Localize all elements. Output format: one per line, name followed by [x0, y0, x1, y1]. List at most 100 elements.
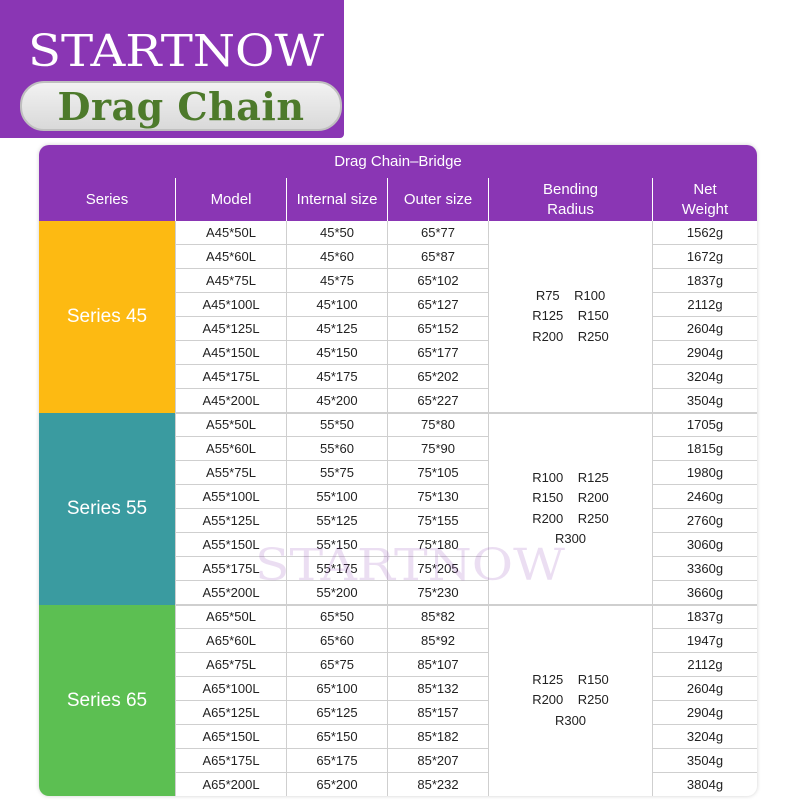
model-cell: A55*50L: [175, 413, 286, 437]
outer-size-cell: 85*107: [387, 653, 488, 677]
model-cell: A45*125L: [175, 317, 286, 341]
internal-size-cell: 65*60: [286, 629, 387, 653]
model-cell: A45*200L: [175, 389, 286, 413]
model-cell: A55*75L: [175, 461, 286, 485]
logo-text: STARTNOW: [28, 26, 325, 77]
bending-radius-cell: R75 R100 R125 R150 R200 R250: [488, 221, 652, 413]
header-bending-radius: Bending Radius: [488, 178, 652, 221]
net-weight-cell: 3360g: [652, 557, 757, 581]
internal-size-cell: 65*200: [286, 773, 387, 796]
internal-size-cell: 65*150: [286, 725, 387, 749]
net-weight-cell: 2904g: [652, 701, 757, 725]
bending-radius-line: R200 R250: [532, 692, 609, 708]
outer-size-cell: 65*87: [387, 245, 488, 269]
bending-radius-line: R300: [554, 531, 587, 546]
model-cell: A55*100L: [175, 485, 286, 509]
model-cell: A65*100L: [175, 677, 286, 701]
outer-size-cell: 85*182: [387, 725, 488, 749]
outer-size-cell: 85*232: [387, 773, 488, 796]
model-cell: A55*125L: [175, 509, 286, 533]
outer-size-cell: 65*127: [387, 293, 488, 317]
internal-size-cell: 55*150: [286, 533, 387, 557]
model-cell: A45*175L: [175, 365, 286, 389]
bending-radius-line: R150 R200: [532, 490, 609, 505]
internal-size-cell: 55*175: [286, 557, 387, 581]
net-weight-cell: 2112g: [652, 293, 757, 317]
net-weight-cell: 2112g: [652, 653, 757, 677]
model-cell: A65*150L: [175, 725, 286, 749]
internal-size-cell: 45*200: [286, 389, 387, 413]
internal-size-cell: 55*75: [286, 461, 387, 485]
model-cell: A45*60L: [175, 245, 286, 269]
header-internal-size: Internal size: [286, 178, 387, 221]
net-weight-cell: 2904g: [652, 341, 757, 365]
internal-size-cell: 45*50: [286, 221, 387, 245]
series-label: Series 45: [39, 221, 175, 413]
internal-size-cell: 55*60: [286, 437, 387, 461]
outer-size-cell: 75*205: [387, 557, 488, 581]
table-title: Drag Chain–Bridge: [39, 145, 757, 178]
internal-size-cell: 45*100: [286, 293, 387, 317]
net-weight-cell: 3060g: [652, 533, 757, 557]
net-weight-cell: 1837g: [652, 269, 757, 293]
bending-radius-cell: R100 R125 R150 R200 R200 R250 R300: [488, 413, 652, 605]
bending-radius-line: R125 R150: [532, 671, 609, 687]
model-cell: A45*50L: [175, 221, 286, 245]
net-weight-cell: 1705g: [652, 413, 757, 437]
outer-size-cell: 65*152: [387, 317, 488, 341]
internal-size-cell: 65*125: [286, 701, 387, 725]
startnow-logo: STARTNOW: [28, 26, 325, 77]
internal-size-cell: 55*200: [286, 581, 387, 605]
internal-size-cell: 45*125: [286, 317, 387, 341]
internal-size-cell: 65*50: [286, 605, 387, 629]
model-cell: A65*175L: [175, 749, 286, 773]
model-cell: A55*200L: [175, 581, 286, 605]
outer-size-cell: 85*132: [387, 677, 488, 701]
model-cell: A45*75L: [175, 269, 286, 293]
bending-radius-cell: R125 R150 R200 R250 R300: [488, 605, 652, 796]
net-weight-cell: 3804g: [652, 773, 757, 796]
outer-size-cell: 65*177: [387, 341, 488, 365]
outer-size-cell: 75*155: [387, 509, 488, 533]
net-weight-cell: 1672g: [652, 245, 757, 269]
net-weight-cell: 3504g: [652, 389, 757, 413]
outer-size-cell: 75*230: [387, 581, 488, 605]
net-weight-cell: 1815g: [652, 437, 757, 461]
model-cell: A65*60L: [175, 629, 286, 653]
internal-size-cell: 45*175: [286, 365, 387, 389]
header-net-weight: Net Weight: [652, 178, 757, 221]
model-cell: A55*175L: [175, 557, 286, 581]
net-weight-cell: 2604g: [652, 677, 757, 701]
bending-radius-line: R200 R250: [532, 328, 609, 344]
model-cell: A45*150L: [175, 341, 286, 365]
outer-size-cell: 75*130: [387, 485, 488, 509]
product-title-banner: Drag Chain: [20, 81, 342, 131]
series-label: Series 55: [39, 413, 175, 605]
header-series: Series: [39, 178, 175, 221]
model-cell: A45*100L: [175, 293, 286, 317]
net-weight-cell: 1837g: [652, 605, 757, 629]
outer-size-cell: 65*202: [387, 365, 488, 389]
outer-size-cell: 85*82: [387, 605, 488, 629]
model-cell: A65*200L: [175, 773, 286, 796]
outer-size-cell: 85*92: [387, 629, 488, 653]
outer-size-cell: 75*105: [387, 461, 488, 485]
outer-size-cell: 65*227: [387, 389, 488, 413]
net-weight-cell: 1562g: [652, 221, 757, 245]
model-cell: A65*125L: [175, 701, 286, 725]
product-title: Drag Chain: [57, 83, 305, 129]
net-weight-cell: 3204g: [652, 365, 757, 389]
internal-size-cell: 65*175: [286, 749, 387, 773]
group-divider: [175, 605, 757, 606]
model-cell: A55*150L: [175, 533, 286, 557]
outer-size-cell: 85*157: [387, 701, 488, 725]
net-weight-cell: 3204g: [652, 725, 757, 749]
group-divider: [175, 413, 757, 414]
outer-size-cell: 65*102: [387, 269, 488, 293]
internal-size-cell: 55*50: [286, 413, 387, 437]
internal-size-cell: 55*125: [286, 509, 387, 533]
internal-size-cell: 55*100: [286, 485, 387, 509]
header-outer-size: Outer size: [387, 178, 488, 221]
net-weight-cell: 2760g: [652, 509, 757, 533]
spec-table: Drag Chain–Bridge Series Model Internal …: [39, 145, 757, 796]
